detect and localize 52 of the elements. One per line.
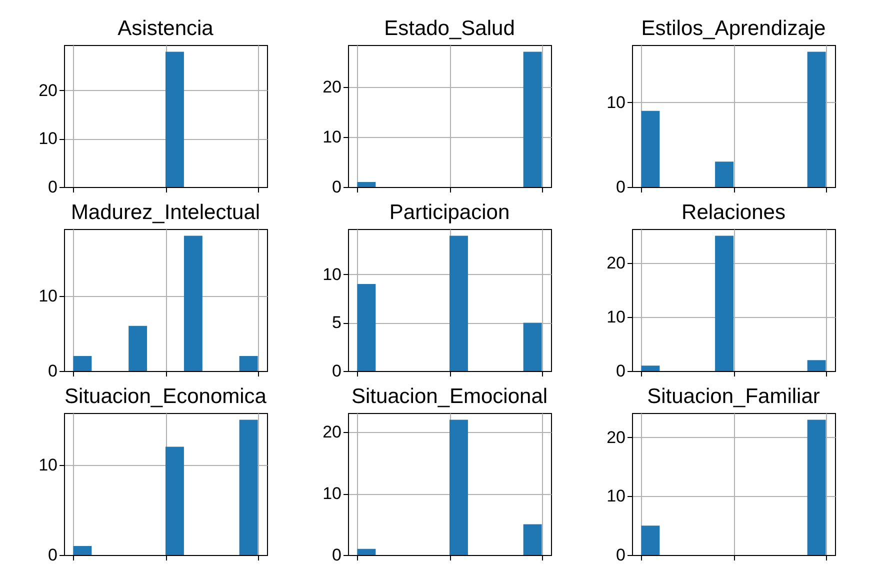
bar	[641, 110, 660, 187]
y-tick-label: 20	[322, 77, 342, 96]
y-tick-label: 10	[322, 127, 342, 146]
chart-title: Asistencia	[118, 17, 214, 40]
y-tick-label: 0	[616, 178, 626, 196]
y-tick-label: 20	[38, 80, 58, 100]
y-tick-label: 20	[606, 253, 626, 272]
y-tick-label: 20	[322, 422, 342, 442]
bar	[807, 360, 826, 371]
y-tick-label: 0	[332, 178, 342, 196]
bar	[715, 236, 734, 371]
chart-title: Participacion	[389, 201, 510, 224]
y-tick-label: 0	[616, 546, 626, 564]
chart-title: Estilos_Aprendizaje	[641, 17, 826, 40]
bar	[523, 524, 542, 555]
bar	[357, 284, 376, 371]
y-tick-label: 10	[322, 264, 342, 284]
y-tick-label: 10	[38, 455, 58, 474]
y-tick-label: 0	[332, 362, 342, 380]
y-tick-label: 0	[48, 178, 58, 196]
y-tick-label: 5	[332, 313, 342, 332]
bar	[128, 326, 148, 371]
y-tick-label: 10	[322, 484, 342, 504]
bar	[450, 420, 468, 555]
chart-title: Situacion_Economica	[64, 385, 267, 408]
bar	[73, 356, 92, 371]
bar	[73, 546, 92, 555]
y-tick-label: 10	[38, 286, 58, 306]
chart-title: Relaciones	[682, 201, 786, 224]
chart-title: Estado_Salud	[384, 17, 515, 40]
bar	[357, 548, 376, 555]
y-tick-label: 10	[606, 307, 626, 326]
bar	[184, 236, 202, 371]
y-tick-label: 10	[606, 486, 626, 506]
bar	[641, 366, 660, 371]
y-tick-label: 20	[606, 428, 626, 447]
y-tick-label: 0	[616, 362, 626, 380]
bar	[239, 356, 258, 371]
y-tick-label: 10	[606, 92, 626, 112]
y-tick-label: 10	[38, 129, 58, 148]
bar	[715, 162, 734, 187]
y-tick-label: 0	[48, 362, 58, 380]
bar	[523, 322, 542, 371]
bar	[166, 446, 184, 555]
chart-title: Madurez_Intelectual	[70, 201, 260, 224]
bar	[807, 52, 826, 187]
y-tick-label: 0	[332, 546, 342, 564]
y-tick-label: 0	[48, 546, 58, 564]
chart-title: Situacion_Familiar	[647, 385, 820, 408]
chart-title: Situacion_Emocional	[351, 385, 548, 408]
bar	[239, 420, 258, 555]
bar	[450, 236, 468, 371]
